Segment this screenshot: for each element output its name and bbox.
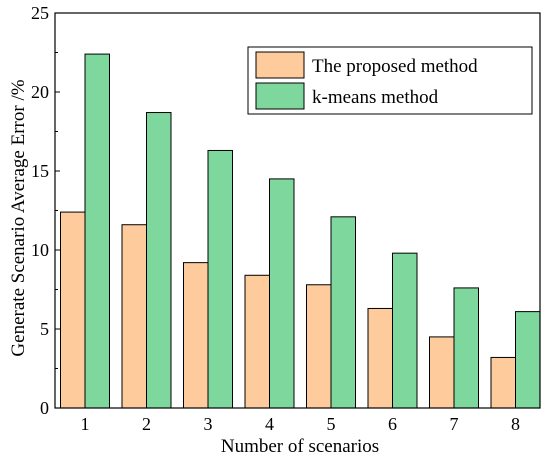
- bar-proposed-4: [244, 274, 270, 409]
- bar-kmeans-1: [84, 53, 110, 409]
- y-axis-label: Generate Scenario Average Error /%: [8, 79, 29, 356]
- y-tick-label: 25: [31, 3, 49, 23]
- legend-label-proposed: The proposed method: [312, 56, 478, 77]
- bar-proposed-3: [183, 262, 209, 409]
- x-axis-label: Number of scenarios: [221, 436, 379, 457]
- x-tick-label: 4: [265, 414, 274, 434]
- bar-kmeans-4: [269, 178, 295, 409]
- bar-kmeans-2: [146, 112, 172, 409]
- x-tick-label: 5: [327, 414, 336, 434]
- bar-kmeans-3: [207, 149, 233, 409]
- plot-frame: [54, 12, 541, 409]
- bar-proposed-2: [121, 224, 147, 409]
- bar-kmeans-7: [453, 287, 479, 409]
- y-tick-label: 20: [31, 82, 49, 102]
- x-tick-label: 8: [511, 414, 520, 434]
- bar-proposed-1: [60, 211, 86, 409]
- bar-kmeans-5: [330, 216, 356, 409]
- legend-swatch-proposed: [255, 51, 305, 79]
- y-tick-label: 5: [40, 319, 49, 339]
- x-tick-label: 3: [204, 414, 213, 434]
- y-tick-label: 15: [31, 161, 49, 181]
- bars-group: [60, 53, 541, 409]
- legend-swatch-kmeans: [255, 82, 305, 110]
- bar-proposed-5: [306, 284, 332, 409]
- bar-proposed-6: [367, 307, 393, 409]
- y-tick-label: 10: [31, 240, 49, 260]
- x-tick-label: 6: [388, 414, 397, 434]
- x-tick-label: 2: [142, 414, 151, 434]
- x-tick-label: 7: [450, 414, 459, 434]
- bar-proposed-8: [490, 356, 516, 409]
- x-tick-label: 1: [81, 414, 90, 434]
- legend: The proposed method k-means method: [247, 46, 533, 115]
- bar-kmeans-6: [392, 252, 418, 409]
- y-tick-label: 0: [40, 398, 49, 418]
- legend-label-kmeans: k-means method: [312, 87, 439, 108]
- bar-kmeans-8: [515, 311, 541, 409]
- bar-proposed-7: [429, 336, 455, 409]
